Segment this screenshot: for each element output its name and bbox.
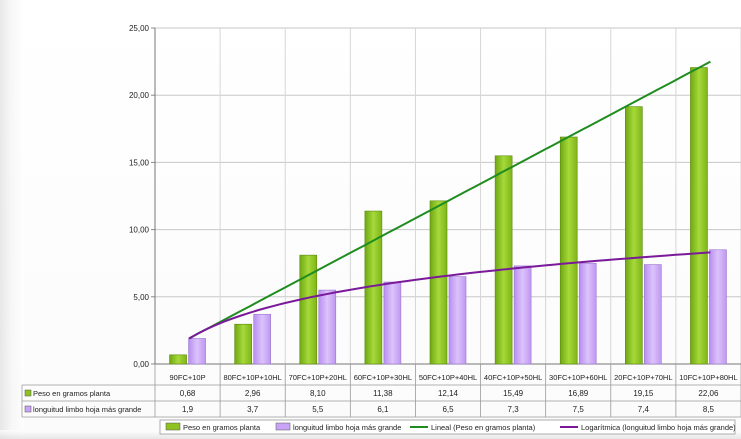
bars: [169, 67, 727, 365]
data-label: 2,96: [245, 389, 261, 398]
legend-label: longuitud limbo hoja más grande: [293, 423, 401, 432]
trendline-log: [188, 251, 711, 340]
data-table: 90FC+10P 80FC+10P+10HL 70FC+10P+20HL 60FC+1…: [21, 364, 741, 418]
table-key: [24, 405, 32, 413]
data-label: 7,3: [508, 405, 520, 414]
data-label: 19,15: [633, 389, 654, 398]
y-tick-label: 5,00: [133, 293, 149, 302]
bar-longitud: [318, 289, 337, 365]
frame-shadow-left: [0, 0, 24, 439]
data-label: 7,4: [638, 405, 650, 414]
x-category-label: 40FC+10P+50HL: [484, 373, 542, 382]
data-label: 5,5: [312, 405, 324, 414]
x-category-label: 70FC+10P+20HL: [289, 373, 347, 382]
bar-longitud: [644, 264, 662, 365]
bar-longitud: [383, 281, 402, 365]
legend-swatch: [165, 422, 181, 431]
bar-longitud: [188, 338, 206, 365]
data-label: 6,1: [377, 405, 389, 414]
bar-peso: [169, 354, 187, 365]
bar-peso: [690, 67, 708, 365]
data-label: 22,06: [698, 389, 719, 398]
x-category-label: 90FC+10P: [170, 373, 206, 382]
data-label: 15,49: [503, 389, 524, 398]
legend-label: Logarítmica (longuitud limbo hoja más gr…: [581, 423, 736, 432]
y-tick-label: 15,00: [129, 158, 150, 167]
table-key: [24, 389, 32, 397]
table-series-name: Peso en gramos planta: [33, 389, 111, 398]
bar-longitud: [448, 276, 467, 365]
x-category-label: 10FC+10P+80HL: [679, 373, 737, 382]
legend-box: [159, 419, 736, 435]
bar-peso: [559, 136, 578, 365]
data-label: 11,38: [373, 389, 393, 398]
x-category-label: 60FC+10P+30HL: [354, 373, 412, 382]
bar-peso: [299, 254, 318, 365]
x-category-label: 50FC+10P+40HL: [419, 373, 477, 382]
bar-peso: [429, 200, 448, 365]
bar-peso: [494, 155, 513, 365]
legend-label: Peso en gramos planta: [183, 423, 261, 432]
bar-peso: [625, 106, 643, 365]
y-tick-label: 0,00: [133, 360, 149, 369]
y-tick-label: 20,00: [129, 91, 150, 100]
legend-label: Lineal (Peso en gramos planta): [431, 423, 536, 432]
bar-longitud: [253, 313, 271, 365]
bar-longitud: [709, 249, 727, 365]
trendlines: [188, 60, 711, 340]
x-category-label: 30FC+10P+60HL: [549, 373, 607, 382]
legend: Peso en gramos planta longuitud limbo hoj…: [159, 419, 736, 435]
bar-longitud: [513, 265, 532, 365]
data-label: 7,5: [573, 405, 585, 414]
y-tick-label: 25,00: [129, 24, 150, 33]
bar-longitud: [578, 262, 597, 365]
data-label: 3,7: [247, 405, 259, 414]
x-category-label: 80FC+10P+10HL: [223, 373, 281, 382]
table-series-name: longuitud limbo hoja más grande: [33, 405, 141, 414]
data-label: 8,5: [703, 405, 715, 414]
axes: 0,00 5,00 10,00 15,00 20,00 25,00: [129, 24, 741, 369]
data-label: 8,10: [310, 389, 326, 398]
y-tick-label: 10,00: [129, 226, 150, 235]
trendline-linear: [188, 60, 711, 340]
data-label: 12,14: [438, 389, 459, 398]
bar-peso: [234, 323, 252, 365]
data-label: 6,5: [442, 405, 454, 414]
x-category-label: 20FC+10P+70HL: [614, 373, 672, 382]
data-label: 1,9: [182, 405, 194, 414]
data-label: 16,89: [568, 389, 589, 398]
legend-swatch: [275, 422, 291, 431]
data-label: 0,68: [180, 389, 196, 398]
frame-shadow-bottom: [0, 430, 741, 439]
